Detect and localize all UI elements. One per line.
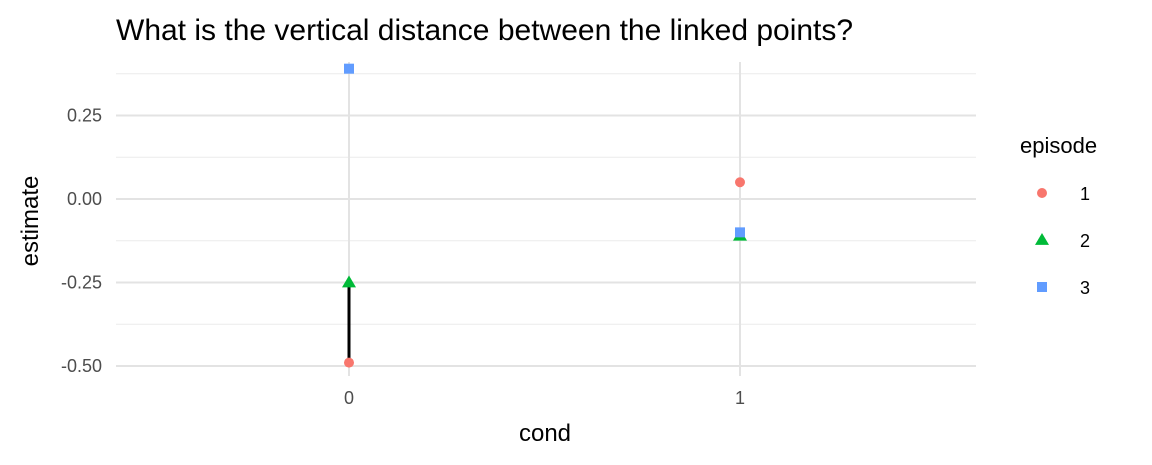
legend-label: 3 xyxy=(1080,278,1090,298)
legend-label: 1 xyxy=(1080,184,1090,204)
data-point-episode-1 xyxy=(735,177,745,188)
x-axis-title: cond xyxy=(519,420,571,447)
legend-title: episode xyxy=(1020,133,1097,158)
data-point-episode-3 xyxy=(344,63,354,74)
tick-labels: -0.50 -0.25 0.00 0.25 0 1 xyxy=(61,105,745,408)
y-axis-title: estimate xyxy=(17,176,44,267)
y-tick-label: -0.25 xyxy=(61,272,102,292)
legend-key-1 xyxy=(1037,188,1047,198)
data-points xyxy=(342,63,747,368)
chart-title: What is the vertical distance between th… xyxy=(116,14,853,47)
data-point-episode-3 xyxy=(735,227,745,238)
y-tick-label: 0.25 xyxy=(67,105,102,125)
data-point-episode-1 xyxy=(344,357,354,368)
x-tick-label: 0 xyxy=(344,388,354,408)
x-tick-label: 1 xyxy=(735,388,745,408)
legend: episode 1 2 3 xyxy=(1020,133,1097,298)
data-point-episode-2 xyxy=(342,275,356,288)
y-tick-label: 0.00 xyxy=(67,189,102,209)
legend-key-3 xyxy=(1037,282,1047,292)
y-tick-label: -0.50 xyxy=(61,356,102,376)
grid xyxy=(116,62,976,376)
legend-key-2 xyxy=(1035,233,1049,245)
legend-label: 2 xyxy=(1080,231,1090,251)
